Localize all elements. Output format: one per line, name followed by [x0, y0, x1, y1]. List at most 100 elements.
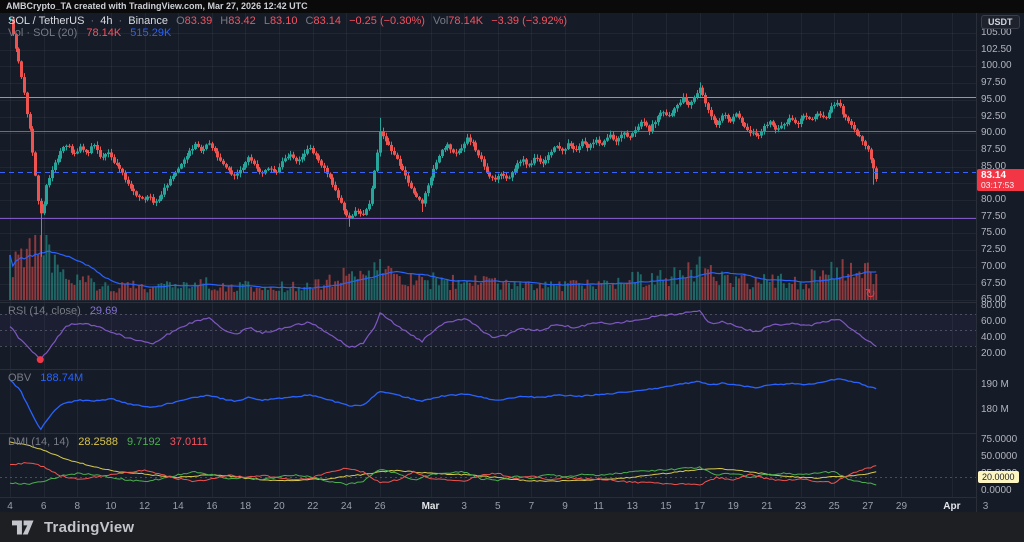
time-axis-label[interactable]: 15 [660, 501, 672, 512]
time-axis-label[interactable]: 25 [828, 501, 840, 512]
attribution-bar: AMBCrypto_TA created with TradingView.co… [0, 0, 1024, 13]
time-axis-label[interactable]: 17 [694, 501, 706, 512]
rsi-axis-label[interactable]: 80.00 [981, 300, 1007, 311]
time-axis-label[interactable]: 27 [862, 501, 874, 512]
ohlc-low-value: 83.10 [269, 15, 298, 27]
price-axis-label[interactable]: 65.00 [981, 294, 1007, 306]
obv-legend[interactable]: OBV 188.74M [8, 372, 83, 384]
rsi-value: 29.69 [89, 305, 118, 317]
time-axis-label[interactable]: 11 [593, 501, 604, 512]
price-axis-label[interactable]: 105.00 [981, 27, 1012, 38]
rsi-axis-label[interactable]: 60.00 [981, 316, 1007, 327]
ohlc-low-key: L [263, 15, 270, 27]
volume-legend[interactable]: Vol · SOL (20) 78.14K 515.29K [8, 27, 171, 39]
price-axis-label[interactable]: 67.50 [981, 277, 1007, 289]
price-axis-label[interactable]: 72.50 [981, 244, 1007, 256]
ohlc-high-key: H [220, 15, 229, 27]
vol-change: −3.39 (−3.92%) [491, 15, 568, 27]
time-axis-label[interactable]: 19 [727, 501, 739, 512]
dmi-adx-value: 28.2588 [78, 436, 118, 448]
dmi-level-badge: 20.0000 [978, 471, 1019, 483]
price-axis-label[interactable]: 70.00 [981, 260, 1007, 272]
interval-label[interactable]: 4h [100, 15, 113, 27]
time-axis-label[interactable]: 21 [761, 501, 773, 512]
time-axis-label[interactable]: 3 [461, 501, 467, 512]
time-axis-label[interactable]: 23 [794, 501, 807, 512]
price-scale[interactable] [976, 13, 1024, 512]
rsi-legend[interactable]: RSI (14, close) 29.69 [8, 305, 117, 317]
symbol-legend[interactable]: SOL / TetherUS · 4h · Binance O83.39 H83… [8, 15, 567, 27]
time-axis-label[interactable]: 26 [374, 501, 386, 512]
legend-separator: · [118, 15, 123, 27]
time-axis-label[interactable]: 20 [273, 501, 285, 512]
time-axis-label[interactable]: 6 [40, 501, 47, 512]
price-axis-label[interactable]: 92.50 [981, 110, 1007, 122]
rsi-axis-label[interactable]: 20.00 [981, 348, 1007, 359]
time-axis-label[interactable]: 3 [982, 501, 989, 512]
time-axis-label[interactable]: 22 [307, 501, 319, 512]
refresh-icon[interactable]: ↻ [865, 286, 876, 301]
time-axis-label[interactable]: 10 [105, 501, 117, 512]
volume-legend-label[interactable]: Vol · SOL (20) [8, 27, 78, 39]
ohlc-close-key: C [305, 15, 314, 27]
time-axis-label[interactable]: 16 [206, 501, 218, 512]
time-axis-label[interactable]: 24 [340, 501, 352, 512]
currency-badge[interactable]: USDT [981, 15, 1020, 29]
time-axis-label[interactable]: 5 [494, 501, 501, 512]
last-price-value: 83.14 [981, 170, 1007, 181]
price-axis-label[interactable]: 95.00 [981, 93, 1007, 105]
symbol-name[interactable]: SOL / TetherUS [8, 15, 85, 27]
attribution-text: AMBCrypto_TA created with TradingView.co… [6, 1, 308, 11]
price-axis-label[interactable]: 80.00 [981, 194, 1007, 205]
price-axis-label[interactable]: 100.00 [981, 60, 1012, 72]
obv-axis-label[interactable]: 190 M [981, 379, 1009, 390]
price-axis-label[interactable]: 97.50 [981, 77, 1007, 89]
exchange-label: Binance [128, 15, 169, 27]
dmi-legend[interactable]: DMI (14, 14) 28.2588 9.7192 37.0111 [8, 436, 208, 448]
dmi-axis-label[interactable]: 0.0000 [981, 485, 1012, 496]
time-axis-label[interactable]: 8 [74, 501, 81, 512]
time-axis-label[interactable]: 29 [895, 501, 908, 512]
obv-value: 188.74M [40, 372, 84, 384]
dmi-axis-label[interactable]: 50.0000 [981, 451, 1018, 462]
time-axis-label[interactable]: 12 [138, 501, 151, 512]
ohlc-open-value: 83.39 [184, 15, 213, 27]
tradingview-logo-icon[interactable] [12, 519, 36, 535]
bar-change: −0.25 (−0.30%) [349, 15, 425, 27]
vol-value: 78.14K [448, 15, 484, 27]
time-axis-label[interactable]: 14 [172, 501, 184, 512]
time-axis-label[interactable]: Mar [421, 501, 440, 512]
rsi-axis-label[interactable]: 40.00 [981, 332, 1007, 343]
volume-ma-value: 515.29K [130, 27, 172, 39]
time-axis-label[interactable]: 7 [528, 501, 535, 512]
price-axis-label[interactable]: 85.00 [981, 160, 1007, 172]
obv-axis-label[interactable]: 180 M [981, 404, 1009, 415]
dmi-axis-label[interactable]: 75.0000 [981, 434, 1018, 445]
price-axis-label[interactable]: 77.50 [981, 210, 1007, 222]
rsi-legend-label[interactable]: RSI (14, close) [8, 305, 81, 317]
time-axis-label[interactable]: 13 [626, 501, 638, 512]
price-axis-label[interactable]: 102.50 [981, 43, 1012, 55]
tradingview-wordmark[interactable]: TradingView [44, 518, 135, 536]
price-axis-label[interactable]: 87.50 [981, 143, 1007, 155]
ohlc-high-value: 83.42 [228, 15, 256, 27]
dmi-legend-label[interactable]: DMI (14, 14) [8, 436, 70, 448]
time-axis-label[interactable]: 9 [562, 501, 568, 512]
ohlc-open-key: O [176, 15, 185, 27]
vol-key: Vol [432, 15, 449, 27]
time-axis-label[interactable]: 4 [7, 501, 13, 512]
ohlc-close-value: 83.14 [313, 15, 342, 27]
dmi-minus-di-value: 37.0111 [169, 436, 208, 448]
bar-countdown: 03:17:53 [981, 180, 1015, 190]
dmi-plus-di-value: 9.7192 [127, 436, 161, 448]
price-axis-label[interactable]: 90.00 [981, 127, 1007, 139]
legend-separator: · [90, 15, 95, 27]
price-axis-label[interactable]: 75.00 [981, 227, 1007, 239]
volume-legend-value: 78.14K [86, 27, 122, 39]
time-axis-label[interactable]: Apr [943, 501, 961, 512]
time-axis-label[interactable]: 18 [239, 501, 252, 512]
obv-legend-label[interactable]: OBV [8, 372, 32, 384]
last-price-badge: 83.14 03:17:53 [977, 169, 1024, 191]
